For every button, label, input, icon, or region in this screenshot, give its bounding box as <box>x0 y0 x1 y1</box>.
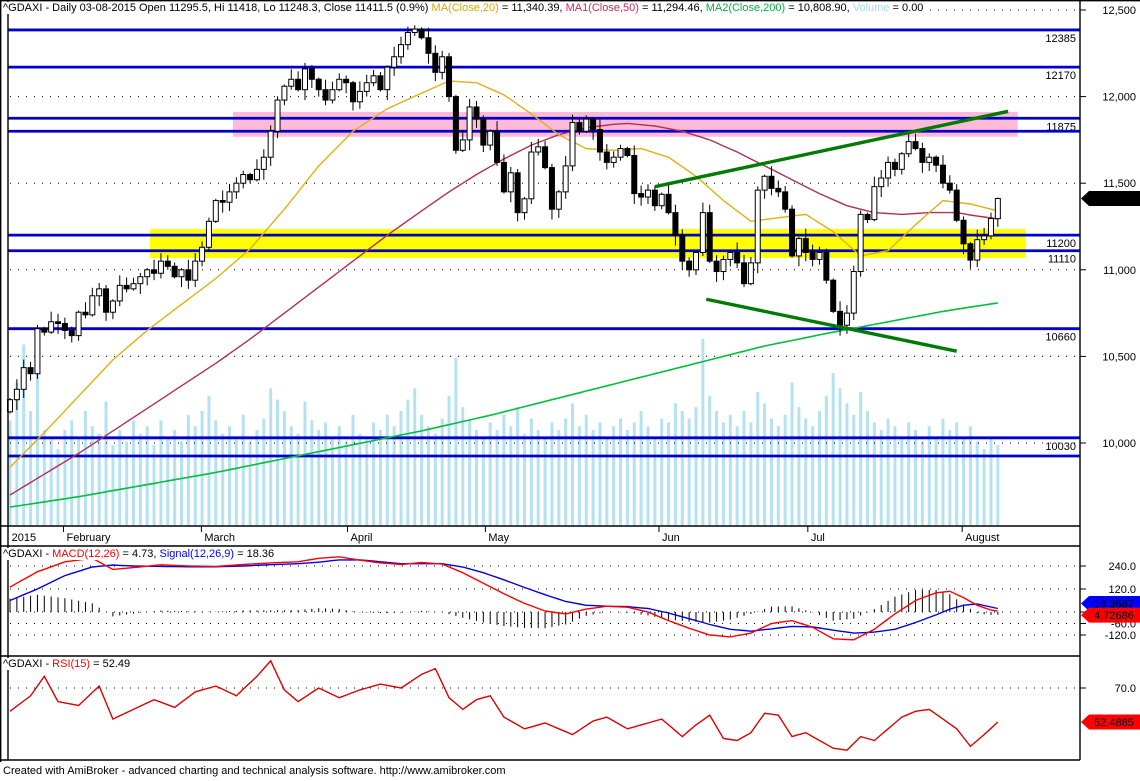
title-segment: ^GDAXI - <box>3 658 53 670</box>
svg-text:52.4885: 52.4885 <box>1094 717 1134 729</box>
hline-label: 11200 <box>1046 238 1076 250</box>
title-segment: = 0.00 <box>889 2 924 14</box>
title-segment: RSI(15) <box>52 658 91 670</box>
svg-text:-120.0: -120.0 <box>1105 630 1136 642</box>
ma200-line <box>9 302 998 508</box>
rsi-pane-title: ^GDAXI - RSI(15) = 52.49 <box>3 658 131 670</box>
title-segment: Signal(12,26,9) <box>159 548 235 560</box>
footer-credit: Created with AmiBroker - advanced charti… <box>3 765 506 777</box>
svg-text:12,000: 12,000 <box>1102 92 1136 104</box>
title-segment: ^GDAXI - <box>3 548 53 560</box>
svg-text:11,000: 11,000 <box>1103 265 1136 277</box>
rsi-badge: 52.4885 <box>1081 714 1140 730</box>
main-pane-title: ^GDAXI - Daily 03-08-2015 Open 11295.5, … <box>3 2 924 14</box>
title-segment: ^GDAXI - Daily 03-08-2015 Open 11295.5, … <box>3 2 432 14</box>
svg-text:120.0: 120.0 <box>1108 584 1136 596</box>
month-label: February <box>67 532 112 544</box>
rsi-grid: 70.0 <box>10 683 1136 695</box>
volume-bars <box>8 338 1000 525</box>
pane-borders <box>0 0 1140 762</box>
svg-text:240.0: 240.0 <box>1108 561 1136 573</box>
svg-text:10,500: 10,500 <box>1102 351 1136 363</box>
title-segment: MACD(12,26) <box>52 548 120 560</box>
trendlines[interactable] <box>654 109 1009 353</box>
price-axis: 12,500 12,000 11,500 11,000 10,500 10,000 <box>1080 5 1136 450</box>
svg-text:11,411.5: 11,411.5 <box>1093 194 1134 206</box>
hline-label: 11110 <box>1048 254 1076 266</box>
title-segment: MA1(Close,50) <box>565 2 639 14</box>
hline-label: 10030 <box>1045 441 1076 453</box>
title-segment: = 52.49 <box>90 658 131 670</box>
price-zone[interactable] <box>149 229 1026 259</box>
svg-text:4.72686: 4.72686 <box>1094 610 1134 622</box>
month-label: August <box>965 532 999 544</box>
month-label: 2015 <box>12 532 36 544</box>
svg-text:10,000: 10,000 <box>1102 438 1136 450</box>
title-segment: = 11,294.46, <box>638 2 706 14</box>
svg-text:12,500: 12,500 <box>1102 5 1136 17</box>
title-segment: = 4.73, <box>119 548 160 560</box>
rsi-line <box>9 659 999 751</box>
candlesticks[interactable] <box>7 25 1001 414</box>
title-segment: = 18.36 <box>234 548 275 560</box>
month-label: Jul <box>811 532 825 544</box>
title-segment: Volume <box>852 2 890 14</box>
last-price-badge: 11,411.5 <box>1081 191 1140 207</box>
trendline-down[interactable] <box>705 297 958 353</box>
macd-badge: 4.72686 <box>1081 607 1140 623</box>
main-grid <box>10 9 1075 444</box>
hline-label: 10660 <box>1045 332 1076 344</box>
macd-pane-title: ^GDAXI - MACD(12,26) = 4.73, Signal(12,2… <box>3 548 275 560</box>
month-label: Jun <box>662 532 680 544</box>
title-segment: MA2(Close,200) <box>705 2 786 14</box>
title-segment: MA(Close,20) <box>431 2 499 14</box>
month-label: May <box>488 532 509 544</box>
svg-text:70.0: 70.0 <box>1115 683 1136 695</box>
signal-badge: 18.3587 <box>1081 595 1140 611</box>
title-segment: = 10,808.90, <box>785 2 853 14</box>
month-label: April <box>351 532 373 544</box>
month-label: March <box>204 532 235 544</box>
macd-histogram <box>9 589 999 629</box>
svg-text:11,500: 11,500 <box>1103 178 1136 190</box>
svg-text:18.3587: 18.3587 <box>1094 598 1134 610</box>
trendline-up[interactable] <box>654 109 1009 189</box>
hline-label: 12385 <box>1045 33 1076 45</box>
macd-line <box>9 556 998 641</box>
signal-line <box>9 559 998 634</box>
month-axis: 2015 February March April May Jun Jul August <box>0 525 1080 547</box>
title-segment: = 11,340.39, <box>498 2 566 14</box>
hline-label: 12170 <box>1045 70 1076 82</box>
ma20-line <box>9 80 998 468</box>
